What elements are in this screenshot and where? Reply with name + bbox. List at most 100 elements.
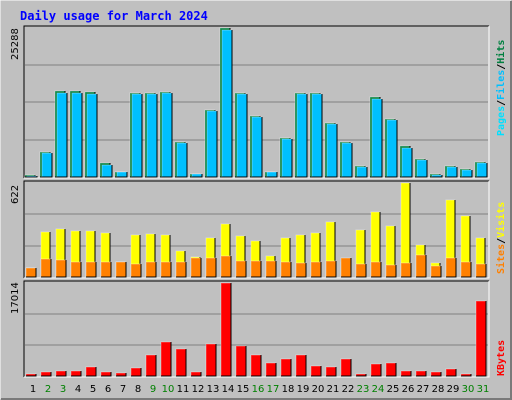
kbytes-bar	[85, 366, 97, 377]
x-tick-label: 27	[417, 384, 430, 395]
kbytes-bar	[265, 362, 277, 377]
sites-bar	[145, 261, 157, 278]
x-tick-label: 9	[150, 384, 156, 395]
sites-bar	[205, 257, 217, 278]
sites-bar	[115, 261, 127, 278]
kbytes-bar	[325, 366, 337, 377]
files-bar	[251, 116, 263, 178]
kbytes-bar	[475, 300, 487, 377]
kbytes-bar	[250, 354, 262, 377]
sites-bar	[415, 254, 427, 278]
files-bar	[116, 171, 128, 178]
sites-bar	[370, 261, 382, 278]
sites-bar	[85, 261, 97, 278]
hits-panel-legend: Pages/Files/Hits	[495, 40, 507, 136]
x-tick-label: 22	[342, 384, 355, 395]
files-bar	[266, 171, 278, 178]
sites-panel: 622 Sites/Visits	[10, 180, 507, 279]
sites-panel-frame-light	[24, 181, 490, 279]
legend-entry: Files	[495, 70, 507, 100]
kbytes-bar	[100, 371, 112, 377]
chart-title: Daily usage for March 2024	[20, 9, 208, 23]
kbytes-bar	[70, 370, 82, 377]
files-bar	[176, 142, 188, 178]
kbytes-bar	[55, 370, 67, 377]
sites-bar	[175, 261, 187, 278]
x-tick-label: 20	[312, 384, 325, 395]
files-bar	[281, 138, 293, 178]
files-bar	[326, 123, 338, 178]
legend-entry: Visits	[495, 202, 507, 238]
kbytes-bar	[280, 358, 292, 377]
x-tick-label: 2	[45, 384, 51, 395]
legend-separator: /	[496, 64, 507, 70]
kbytes-bar	[385, 362, 397, 377]
legend-entry: KBytes	[496, 340, 507, 376]
kbytes-bar	[445, 368, 457, 377]
files-bar	[431, 174, 443, 178]
sites-bar	[55, 259, 67, 278]
sites-bar	[25, 267, 37, 278]
kbytes-bar	[355, 373, 367, 377]
sites-ymax-label: 622	[10, 185, 21, 204]
hits-panel: 25288 Pages/Files/Hits	[10, 25, 507, 179]
kbytes-panel-frame-light	[24, 281, 490, 378]
sites-bar	[265, 260, 277, 278]
files-bar	[146, 93, 158, 178]
x-tick-label: 7	[120, 384, 126, 395]
x-tick-label: 12	[192, 384, 205, 395]
sites-bar	[310, 261, 322, 278]
hits-panel-frame-light	[24, 26, 490, 179]
legend-entry: Hits	[495, 40, 507, 64]
kbytes-bar	[295, 354, 307, 377]
sites-bar	[295, 262, 307, 278]
sites-bar	[445, 257, 457, 278]
kbytes-bar	[370, 363, 382, 377]
kbytes-bar	[415, 370, 427, 377]
hits-panel-bars	[24, 27, 488, 178]
files-bar	[86, 93, 98, 178]
files-bar	[386, 119, 398, 178]
kbytes-panel-bars	[25, 282, 487, 377]
files-bar	[356, 166, 368, 178]
x-tick-label: 4	[75, 384, 81, 395]
sites-bar	[340, 257, 352, 278]
legend-separator: /	[496, 238, 507, 244]
kbytes-panel-frame-dark	[23, 280, 489, 377]
kbytes-ymax-label: 17014	[10, 282, 21, 314]
x-tick-label: 6	[105, 384, 111, 395]
sites-bar	[355, 263, 367, 278]
files-bar	[41, 152, 53, 178]
kbytes-bar	[145, 354, 157, 377]
files-bar	[236, 93, 248, 178]
hits-panel-frame-dark	[23, 25, 489, 178]
sites-bar	[280, 261, 292, 278]
kbytes-panel-gridlines	[25, 313, 488, 346]
x-tick-label: 5	[90, 384, 96, 395]
files-bar	[296, 93, 308, 178]
sites-bar	[430, 265, 442, 278]
files-bar	[191, 173, 203, 178]
x-tick-label: 17	[267, 384, 280, 395]
kbytes-bar	[115, 372, 127, 377]
x-tick-label: 8	[135, 384, 141, 395]
kbytes-bar	[235, 345, 247, 377]
x-tick-label: 15	[237, 384, 250, 395]
files-bar	[476, 162, 488, 178]
files-bar	[56, 92, 68, 178]
x-tick-label: 21	[327, 384, 340, 395]
kbytes-bar	[430, 371, 442, 377]
files-bar	[461, 169, 473, 178]
x-tick-label: 13	[207, 384, 220, 395]
kbytes-bar	[205, 343, 217, 377]
legend-entry: Sites	[495, 244, 507, 274]
sites-panel-bars	[25, 182, 487, 278]
kbytes-bar	[460, 373, 472, 377]
x-tick-label: 30	[462, 384, 475, 395]
x-tick-label: 24	[372, 384, 385, 395]
sites-bar	[190, 257, 202, 278]
files-bar	[401, 147, 413, 178]
kbytes-bar	[220, 282, 232, 377]
files-bar	[101, 164, 113, 178]
x-tick-label: 11	[177, 384, 190, 395]
